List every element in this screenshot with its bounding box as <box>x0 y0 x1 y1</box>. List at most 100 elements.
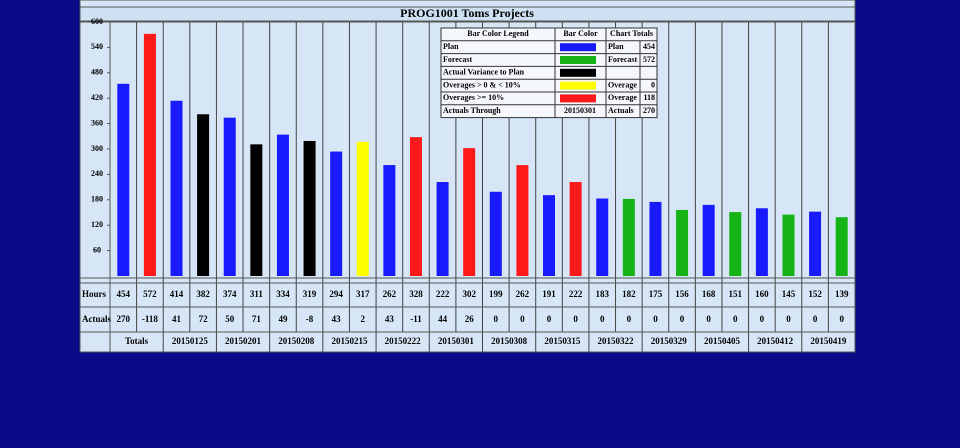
actuals-cell: 43 <box>332 314 342 324</box>
actuals-cell: 43 <box>385 314 395 324</box>
bar <box>170 100 183 277</box>
legend-total-label: Actuals <box>608 106 634 115</box>
plot-area <box>79 21 856 279</box>
legend-swatch <box>560 81 596 90</box>
hours-cell: 191 <box>542 289 556 299</box>
bar <box>489 191 502 276</box>
bar <box>330 151 343 276</box>
bar <box>835 217 848 276</box>
hours-cell: 151 <box>729 289 743 299</box>
bar <box>409 137 422 276</box>
legend-total-label: Plan <box>608 42 624 51</box>
bar <box>250 144 263 276</box>
hours-cell: 262 <box>383 289 397 299</box>
bar <box>649 201 662 276</box>
actuals-cell: 71 <box>252 314 262 324</box>
legend-header: Bar Color <box>563 29 598 38</box>
bar <box>729 212 742 276</box>
actuals-cell: 0 <box>680 314 685 324</box>
actuals-cell: 0 <box>520 314 525 324</box>
hours-cell: 374 <box>223 289 237 299</box>
hours-cell: 302 <box>462 289 476 299</box>
legend-total-label: Forecast <box>608 55 638 64</box>
actuals-cell: 0 <box>600 314 605 324</box>
bar <box>117 83 130 276</box>
x-tick-label: 20150308 <box>491 336 528 346</box>
row-label: Actuals <box>82 314 111 324</box>
legend-swatch <box>560 56 596 64</box>
hours-cell: 199 <box>489 289 503 299</box>
bar <box>356 141 369 276</box>
legend-total-label: Overage <box>608 93 637 102</box>
actuals-cell: 0 <box>573 314 578 324</box>
x-tick-label: 20150301 <box>438 336 475 346</box>
hours-cell: 152 <box>808 289 822 299</box>
bar <box>303 140 316 276</box>
actuals-cell: 0 <box>627 314 632 324</box>
actuals-cell: 0 <box>733 314 738 324</box>
hours-cell: 319 <box>303 289 317 299</box>
hours-cell: 262 <box>516 289 530 299</box>
hours-cell: 183 <box>595 289 609 299</box>
hours-cell: 145 <box>782 289 796 299</box>
legend-label: Actual Variance to Plan <box>443 68 525 77</box>
hours-cell: 168 <box>702 289 716 299</box>
actuals-cell: 0 <box>706 314 711 324</box>
hours-cell: 160 <box>755 289 769 299</box>
legend-total: 0 <box>651 80 655 89</box>
actuals-cell: 0 <box>547 314 552 324</box>
legend-through: 20150301 <box>564 106 596 115</box>
legend-swatch <box>560 94 596 103</box>
hours-cell: 328 <box>409 289 423 299</box>
row-label: Hours <box>82 289 107 299</box>
actuals-cell: 44 <box>438 314 448 324</box>
legend-box <box>440 27 658 119</box>
hours-cell: 175 <box>649 289 663 299</box>
hours-cell: 222 <box>569 289 583 299</box>
x-tick-label: 20150322 <box>598 336 635 346</box>
x-tick-label: 20150329 <box>651 336 688 346</box>
actuals-cell: -8 <box>306 314 314 324</box>
x-tick-label: 20150125 <box>172 336 209 346</box>
x-tick-label: Totals <box>125 336 149 346</box>
bar <box>809 211 822 276</box>
legend-label: Overages > 0 & < 10% <box>443 80 521 89</box>
bar <box>755 208 768 276</box>
actuals-cell: 0 <box>839 314 844 324</box>
actuals-cell: -118 <box>142 314 159 324</box>
actuals-cell: 0 <box>760 314 765 324</box>
legend-label: Actuals Through <box>443 106 501 115</box>
legend-total-label: Overage <box>608 80 637 89</box>
y-tick-label: 300 <box>91 144 103 153</box>
bar <box>383 165 396 276</box>
actuals-cell: 0 <box>653 314 658 324</box>
legend-total: 270 <box>643 106 655 115</box>
bar <box>223 117 236 276</box>
bar <box>197 114 210 276</box>
hours-cell: 182 <box>622 289 636 299</box>
hours-cell: 222 <box>436 289 450 299</box>
legend-total: 572 <box>643 55 655 64</box>
actuals-cell: 41 <box>172 314 182 324</box>
bar <box>276 134 289 276</box>
actuals-cell: 49 <box>278 314 288 324</box>
bar <box>543 195 556 276</box>
legend-header: Bar Color Legend <box>467 29 529 38</box>
legend-total: 118 <box>643 93 655 102</box>
x-tick-label: 20150201 <box>225 336 262 346</box>
hours-cell: 334 <box>276 289 290 299</box>
hours-cell: 317 <box>356 289 370 299</box>
y-tick-label: 360 <box>91 118 103 127</box>
actuals-cell: 0 <box>494 314 499 324</box>
hours-cell: 139 <box>835 289 849 299</box>
legend-label: Overages >= 10% <box>443 93 504 102</box>
hours-cell: 572 <box>143 289 157 299</box>
legend-swatch <box>560 68 596 77</box>
table-row <box>79 331 856 353</box>
hours-cell: 414 <box>170 289 184 299</box>
legend-header: Chart Totals <box>610 29 653 38</box>
x-tick-label: 20150215 <box>331 336 368 346</box>
bar <box>596 198 609 276</box>
y-tick-label: 480 <box>91 68 103 77</box>
